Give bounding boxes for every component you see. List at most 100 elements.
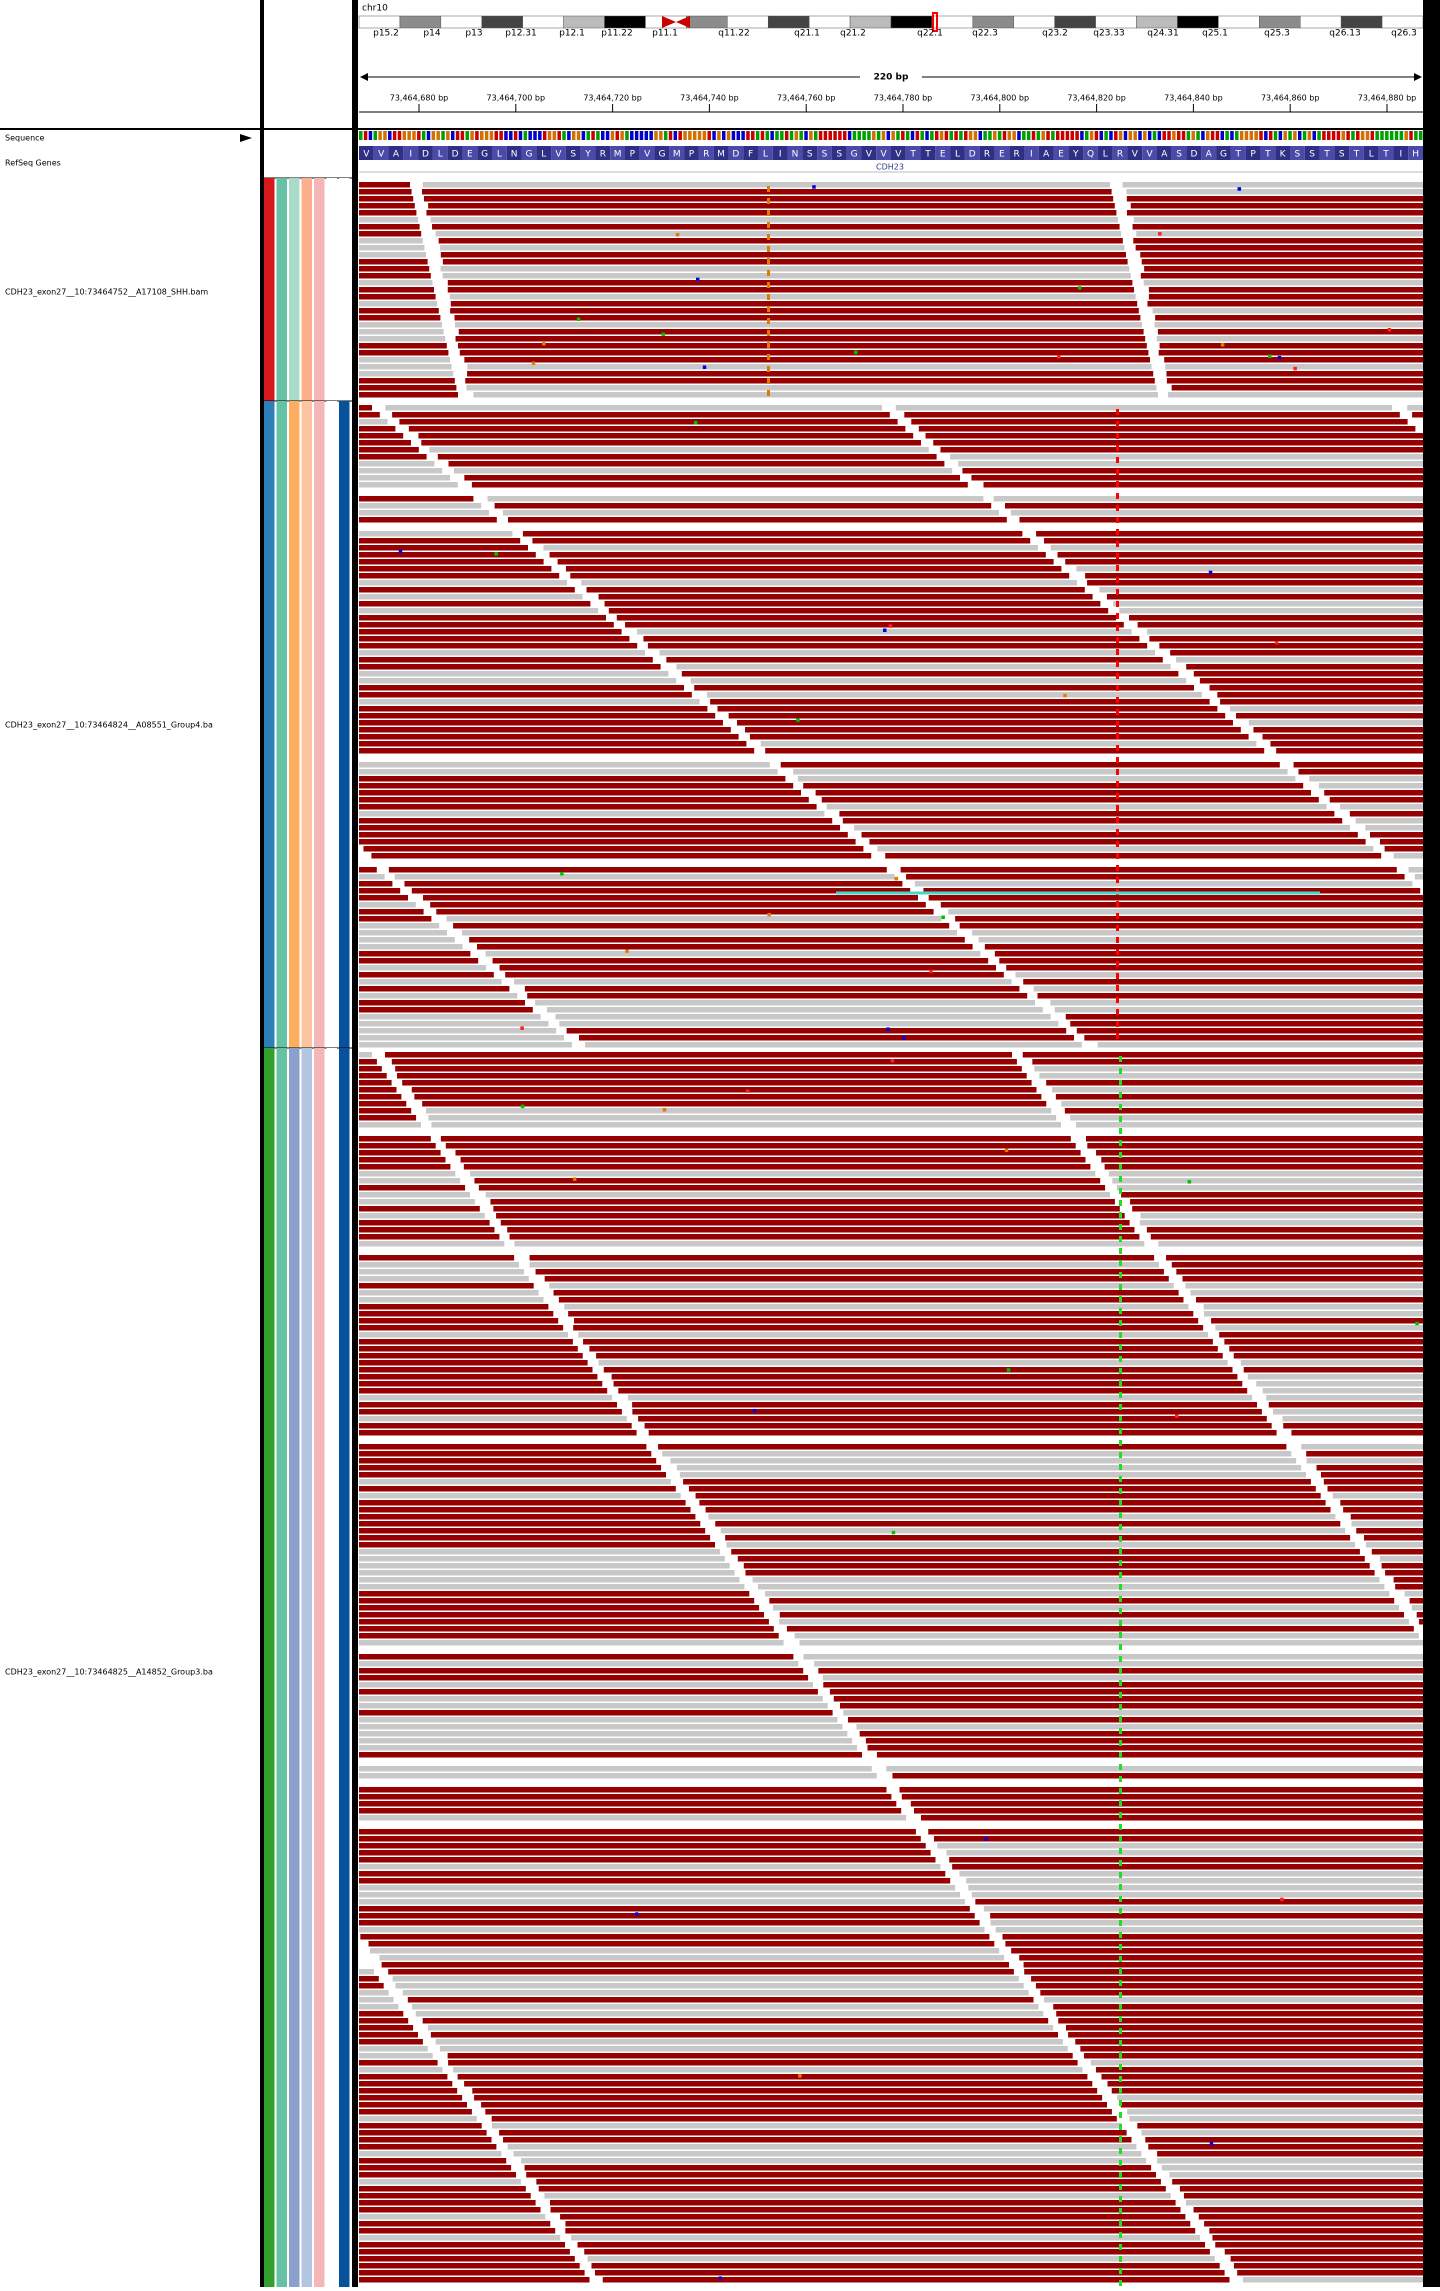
base <box>741 131 745 140</box>
locus-marker <box>932 12 938 32</box>
read <box>447 287 1134 293</box>
base <box>1080 131 1084 140</box>
read <box>1140 273 1423 279</box>
base <box>896 131 900 140</box>
read <box>877 846 1374 852</box>
read <box>627 1395 1253 1401</box>
read <box>407 1997 1034 2003</box>
base <box>363 131 368 140</box>
read <box>359 1304 549 1310</box>
base <box>378 131 382 140</box>
read <box>461 930 957 936</box>
read <box>1143 280 1423 286</box>
amino-acid-box <box>1230 146 1246 160</box>
read <box>962 468 1423 474</box>
read <box>920 1815 1423 1821</box>
amino-acid-box <box>787 146 803 160</box>
read <box>1127 2109 1423 2115</box>
amino-acid-box <box>979 146 995 160</box>
cytoband-label: p14 <box>423 29 440 39</box>
read <box>648 1430 1277 1436</box>
read <box>359 580 567 586</box>
mismatch <box>1119 2076 1122 2082</box>
cytoband-label: q25.3 <box>1264 29 1290 39</box>
attribute <box>276 401 287 1048</box>
read <box>359 1395 613 1401</box>
read <box>359 412 380 418</box>
amino-acid: T <box>909 150 916 160</box>
amino-acid: V <box>555 150 562 160</box>
read <box>359 671 669 677</box>
amino-acid-box <box>1038 146 1054 160</box>
read <box>505 972 1004 978</box>
read <box>1248 720 1423 726</box>
read <box>359 944 463 950</box>
mismatch <box>1119 2196 1122 2202</box>
mismatch <box>767 234 770 240</box>
base <box>993 131 997 140</box>
amino-acid: R <box>703 150 709 160</box>
read <box>359 231 422 237</box>
attribute <box>276 1048 287 2287</box>
read <box>359 238 423 244</box>
read <box>359 1000 525 1006</box>
read <box>408 426 906 432</box>
mismatch <box>1116 877 1119 883</box>
read <box>1309 776 1423 782</box>
read <box>359 280 433 286</box>
mismatch <box>767 318 770 324</box>
read <box>1095 2067 1423 2073</box>
read <box>1306 1451 1423 1457</box>
base <box>673 131 678 140</box>
read <box>359 699 700 705</box>
amino-acid-box <box>1083 146 1098 160</box>
read <box>1159 343 1423 349</box>
read <box>359 461 435 467</box>
read <box>717 706 1218 712</box>
amino-acid-box <box>1378 146 1394 160</box>
read <box>1122 182 1423 188</box>
amino-acid: P <box>1250 150 1256 160</box>
mismatch <box>1119 1824 1122 1830</box>
read <box>1193 671 1423 677</box>
base <box>1312 131 1316 140</box>
read <box>359 426 396 432</box>
base <box>915 131 920 140</box>
amino-acid-box <box>1393 146 1409 160</box>
mismatch <box>1119 2136 1122 2142</box>
read <box>395 1983 1024 1989</box>
base <box>460 131 465 140</box>
read <box>359 1864 941 1870</box>
read <box>359 1374 598 1380</box>
base <box>688 131 692 140</box>
read <box>359 1598 755 1604</box>
read <box>359 364 452 370</box>
base <box>1167 131 1171 140</box>
read <box>1068 2032 1423 2038</box>
base <box>1215 131 1220 140</box>
read <box>1136 231 1423 237</box>
mismatch <box>1119 1236 1122 1242</box>
read <box>1035 1983 1423 1989</box>
read <box>454 315 1141 321</box>
read <box>359 2046 428 2052</box>
read <box>438 238 1123 244</box>
read <box>577 2242 1205 2248</box>
read <box>471 482 968 488</box>
mismatch <box>1116 433 1119 439</box>
base <box>1249 131 1254 140</box>
read <box>359 1486 676 1492</box>
read <box>359 1458 657 1464</box>
amino-acid-box <box>477 146 492 160</box>
mismatch <box>1119 1992 1122 1998</box>
base <box>1230 131 1234 140</box>
read <box>1190 1290 1423 1296</box>
read <box>1166 371 1423 377</box>
read <box>414 1094 1042 1100</box>
read <box>1209 685 1423 691</box>
read <box>949 1857 1423 1863</box>
track-name: RefSeq Genes <box>5 159 61 168</box>
read <box>359 1969 374 1975</box>
read <box>359 1871 946 1877</box>
read <box>1356 1528 1423 1534</box>
